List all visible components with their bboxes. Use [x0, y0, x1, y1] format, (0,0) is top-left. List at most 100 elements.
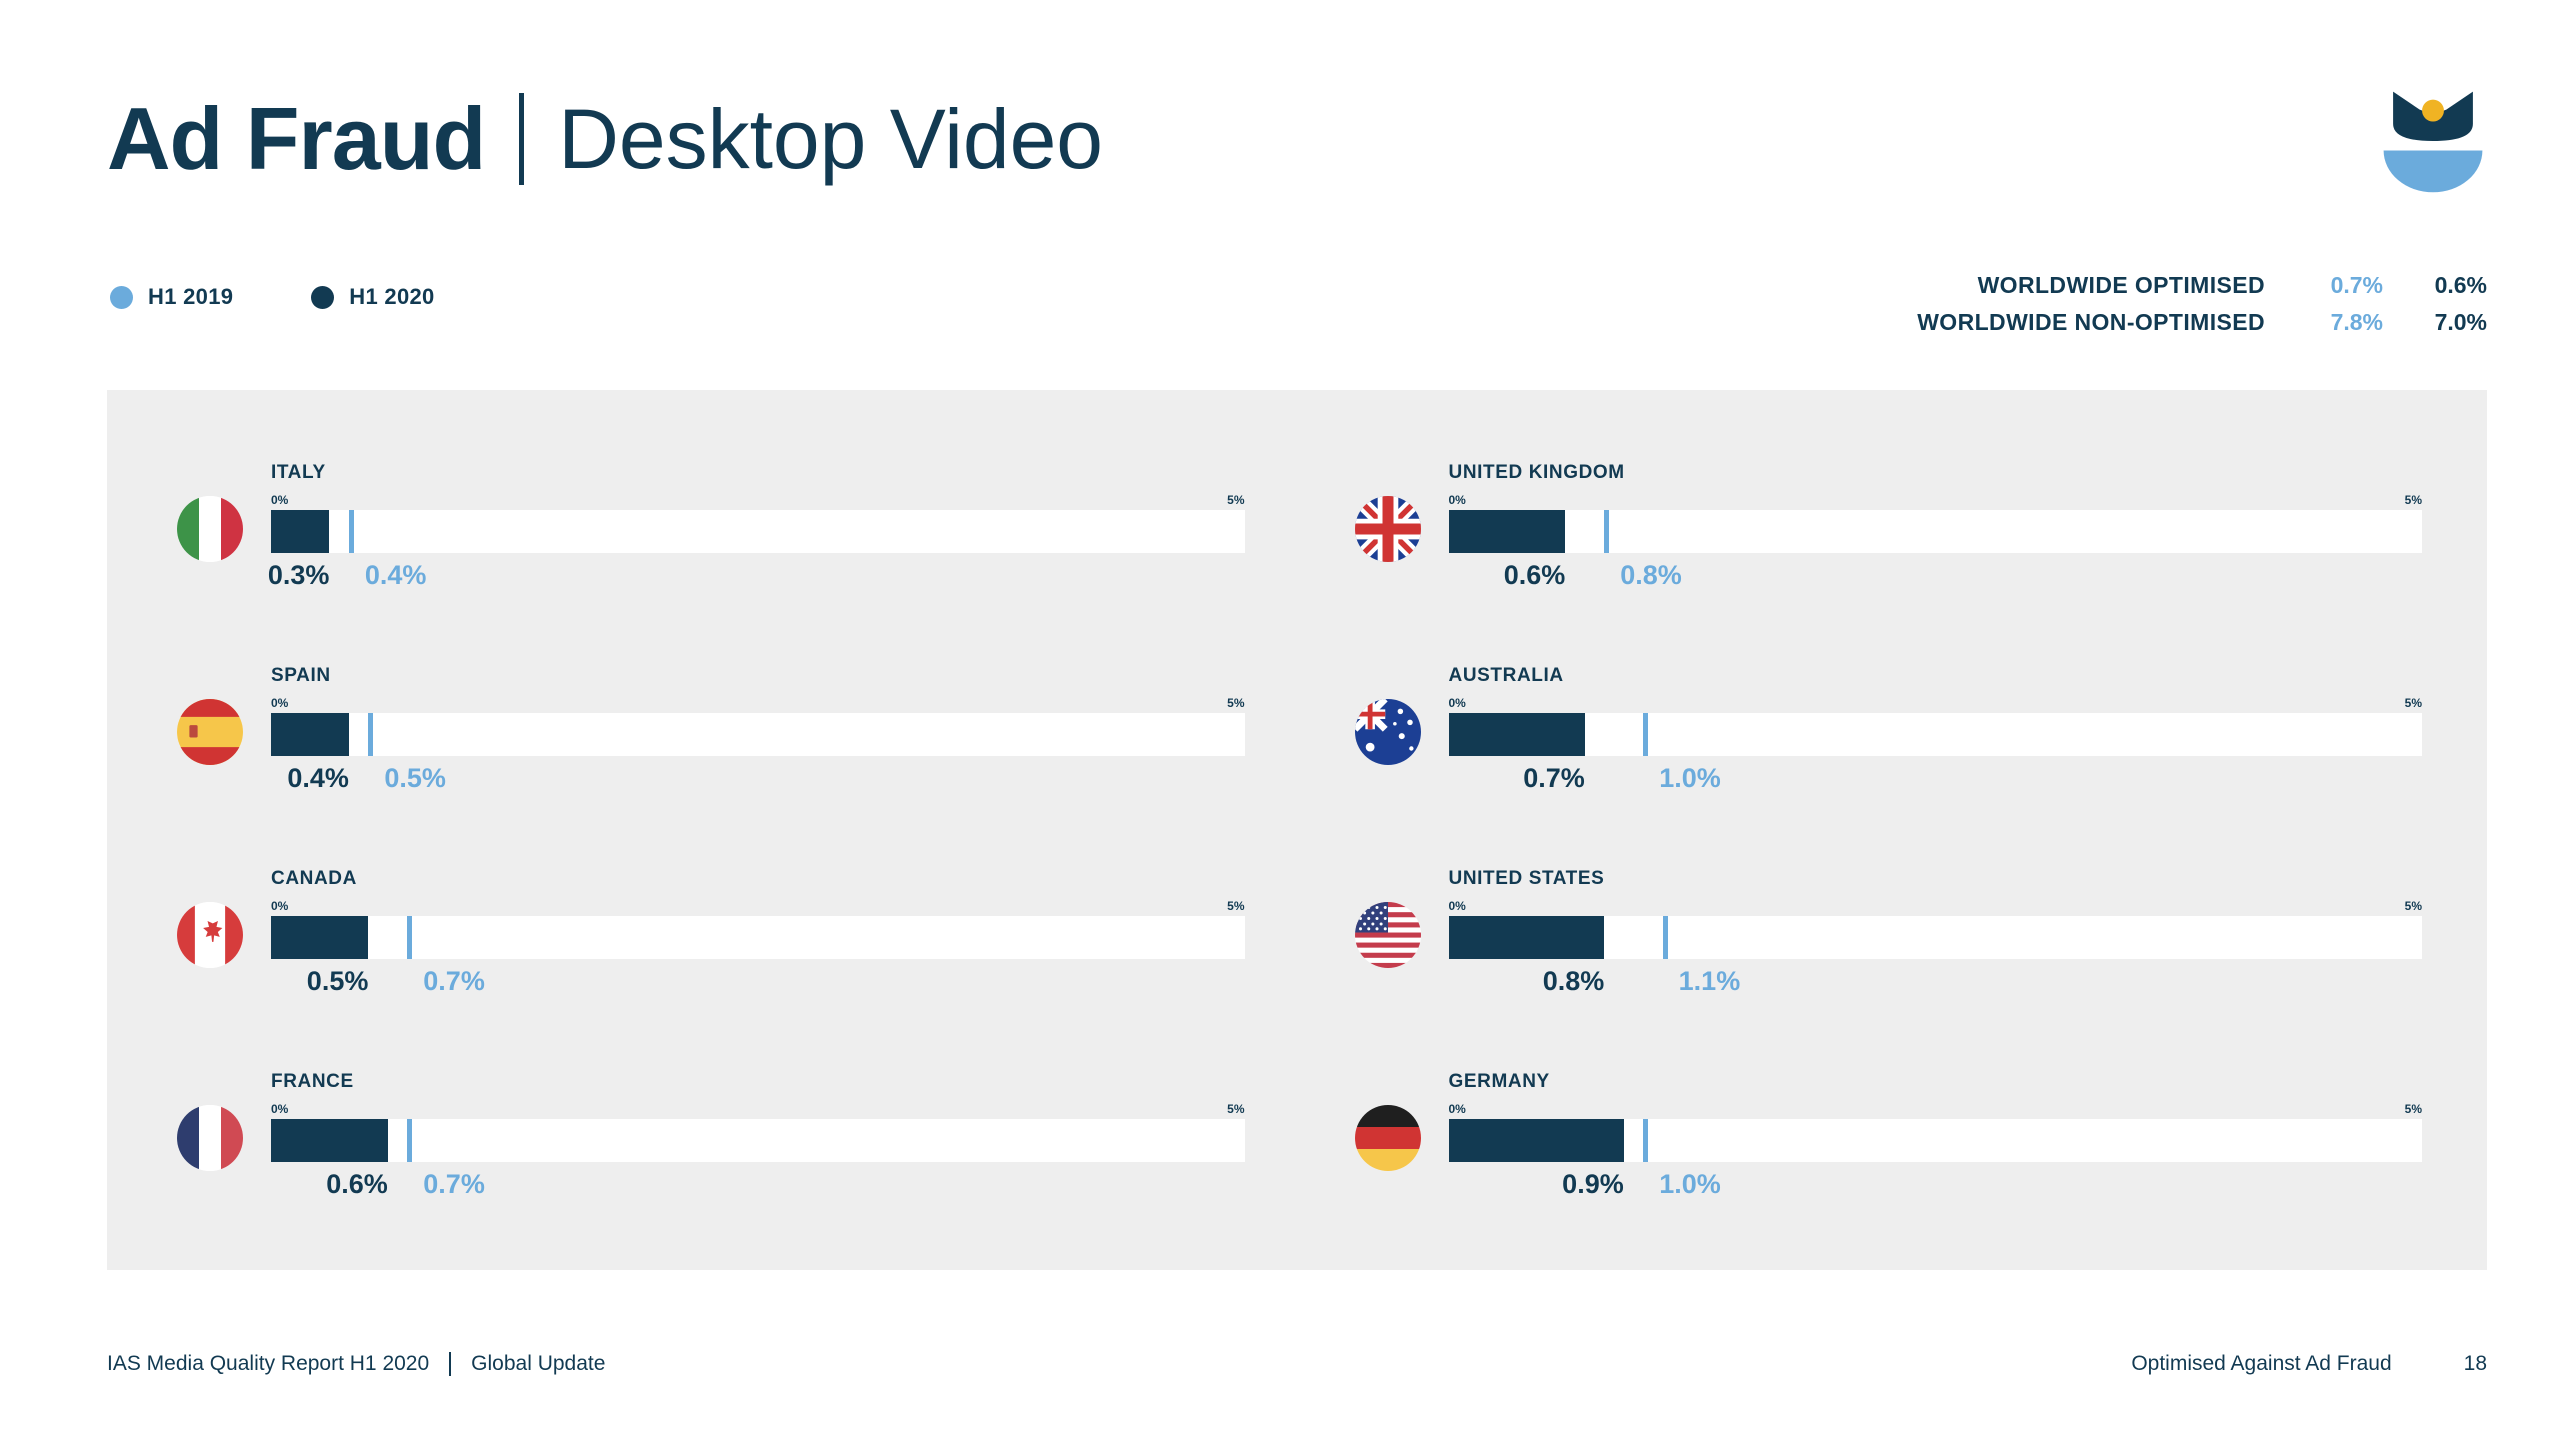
- legend-item-h1-2019: H1 2019: [110, 284, 233, 310]
- axis-labels: 0% 5%: [1449, 1102, 2423, 1116]
- bar-chart: UNITED STATES 0% 5% 0.8% 1.1%: [1448, 868, 2423, 1005]
- bar-chart: ITALY 0% 5% 0.3% 0.4%: [267, 462, 1245, 599]
- axis-max-label: 5%: [2404, 493, 2422, 507]
- country-label: GERMANY: [1448, 1071, 1550, 1092]
- country-label: SPAIN: [271, 665, 331, 686]
- value-h1-2020: 0.9%: [1562, 1169, 1624, 1199]
- worldwide-non-optimised-h1-2019: 7.8%: [2330, 309, 2383, 335]
- axis-labels: 0% 5%: [1449, 493, 2423, 507]
- country-label: UNITED KINGDOM: [1448, 462, 1625, 483]
- axis-min-label: 0%: [1448, 696, 1466, 710]
- bar-h1-2020: [271, 916, 369, 959]
- bar-chart: GERMANY 0% 5% 0.9% 1.0%: [1448, 1071, 2423, 1208]
- axis-max-label: 5%: [1227, 696, 1245, 710]
- value-h1-2019: 1.1%: [1678, 966, 1741, 996]
- tick-h1-2019: [407, 1119, 413, 1162]
- axis-min-label: 0%: [271, 493, 289, 507]
- value-h1-2019: 0.4%: [364, 560, 427, 590]
- value-h1-2020: 0.5%: [306, 966, 369, 996]
- value-labels: 0.3% 0.4%: [267, 557, 1245, 599]
- country-label: UNITED STATES: [1448, 868, 1605, 889]
- bar-chart: CANADA 0% 5% 0.5% 0.7%: [271, 868, 1245, 1005]
- value-h1-2019: 0.7%: [423, 1169, 485, 1199]
- worldwide-stats: WORLDWIDE OPTIMISED 0.7% 0.6% WORLDWIDE …: [1917, 272, 2487, 336]
- worldwide-non-optimised-h1-2020: 7.0%: [2434, 309, 2487, 335]
- axis-min-label: 0%: [1448, 493, 1466, 507]
- country-chart-united-states: UNITED STATES 0% 5% 0.8% 1.1%: [1354, 868, 2423, 1005]
- country-label: FRANCE: [271, 1071, 354, 1092]
- value-labels: 0.8% 1.1%: [1449, 963, 2423, 1005]
- tick-h1-2019: [368, 713, 374, 756]
- axis-min-label: 0%: [271, 1102, 289, 1116]
- country-chart-italy: ITALY 0% 5% 0.3% 0.4%: [177, 462, 1245, 599]
- chart-panel: ITALY 0% 5% 0.3% 0.4%: [107, 390, 2487, 1270]
- bar-track: [271, 1119, 1245, 1162]
- legend-dot-h1-2020-icon: [311, 285, 335, 309]
- axis-labels: 0% 5%: [1449, 696, 2423, 710]
- axis-labels: 0% 5%: [1449, 899, 2423, 913]
- country-chart-france: FRANCE 0% 5% 0.6% 0.7%: [177, 1071, 1245, 1208]
- page-title-main: Ad Fraud: [107, 89, 486, 188]
- tick-h1-2019: [1643, 1119, 1649, 1162]
- worldwide-optimised-label: WORLDWIDE OPTIMISED: [1977, 272, 2265, 298]
- bar-track: [271, 510, 1245, 553]
- country-label: CANADA: [271, 868, 357, 889]
- value-h1-2020: 0.3%: [267, 560, 330, 590]
- page-title-sub: Desktop Video: [558, 91, 1104, 186]
- value-h1-2019: 0.5%: [384, 763, 446, 793]
- flag-italy-icon: [177, 496, 243, 562]
- axis-labels: 0% 5%: [271, 1102, 1245, 1116]
- bar-h1-2020: [271, 1119, 388, 1162]
- bar-h1-2020: [271, 713, 349, 756]
- flag-united-kingdom-icon: [1354, 496, 1421, 562]
- axis-min-label: 0%: [271, 696, 289, 710]
- legend-item-h1-2020: H1 2020: [311, 284, 434, 310]
- bar-chart: AUSTRALIA 0% 5% 0.7% 1.0%: [1448, 665, 2423, 802]
- value-h1-2019: 1.0%: [1659, 763, 1721, 793]
- bar-track: [1448, 510, 2422, 553]
- worldwide-optimised-row: WORLDWIDE OPTIMISED 0.7% 0.6%: [1917, 272, 2487, 299]
- axis-max-label: 5%: [1227, 1102, 1245, 1116]
- bar-h1-2020: [271, 510, 330, 553]
- value-h1-2020: 0.4%: [287, 763, 349, 793]
- footer-section: Global Update: [471, 1352, 606, 1375]
- page-number: 18: [2463, 1352, 2487, 1375]
- axis-max-label: 5%: [1227, 899, 1245, 913]
- axis-max-label: 5%: [1227, 493, 1245, 507]
- legend-label: H1 2020: [349, 284, 435, 309]
- axis-min-label: 0%: [1448, 899, 1466, 913]
- country-label: AUSTRALIA: [1448, 665, 1564, 686]
- value-h1-2019: 1.0%: [1659, 1169, 1721, 1199]
- axis-labels: 0% 5%: [271, 493, 1245, 507]
- value-labels: 0.6% 0.7%: [271, 1166, 1245, 1208]
- legend-dot-h1-2019-icon: [110, 285, 133, 309]
- country-label: ITALY: [271, 462, 326, 483]
- flag-canada-icon: [177, 902, 243, 968]
- country-chart-germany: GERMANY 0% 5% 0.9% 1.0%: [1354, 1071, 2423, 1208]
- bar-h1-2020: [1448, 713, 1585, 756]
- value-h1-2020: 0.6%: [1503, 560, 1566, 590]
- worldwide-non-optimised-row: WORLDWIDE NON-OPTIMISED 7.8% 7.0%: [1917, 309, 2487, 336]
- value-h1-2020: 0.8%: [1542, 966, 1605, 996]
- tick-h1-2019: [1662, 916, 1668, 959]
- bar-track: [1448, 713, 2422, 756]
- bar-track: [1448, 916, 2422, 959]
- value-labels: 0.5% 0.7%: [271, 963, 1245, 1005]
- tick-h1-2019: [1643, 713, 1649, 756]
- page-footer: IAS Media Quality Report H1 2020 Global …: [107, 1352, 2487, 1376]
- footer-report-title: IAS Media Quality Report H1 2020: [107, 1352, 430, 1375]
- axis-labels: 0% 5%: [271, 899, 1245, 913]
- country-chart-spain: SPAIN 0% 5% 0.4% 0.5%: [177, 665, 1245, 802]
- bar-track: [1448, 1119, 2422, 1162]
- tick-h1-2019: [348, 510, 354, 553]
- footer-right-label: Optimised Against Ad Fraud: [2131, 1352, 2392, 1375]
- flag-germany-icon: [1354, 1105, 1421, 1171]
- bar-chart: FRANCE 0% 5% 0.6% 0.7%: [271, 1071, 1245, 1208]
- page-title: Ad Fraud Desktop Video: [107, 88, 1103, 190]
- flag-france-icon: [177, 1105, 243, 1171]
- value-labels: 0.9% 1.0%: [1449, 1166, 2423, 1208]
- footer-divider: [449, 1352, 452, 1376]
- axis-max-label: 5%: [2404, 1102, 2422, 1116]
- legend-label: H1 2019: [148, 284, 234, 309]
